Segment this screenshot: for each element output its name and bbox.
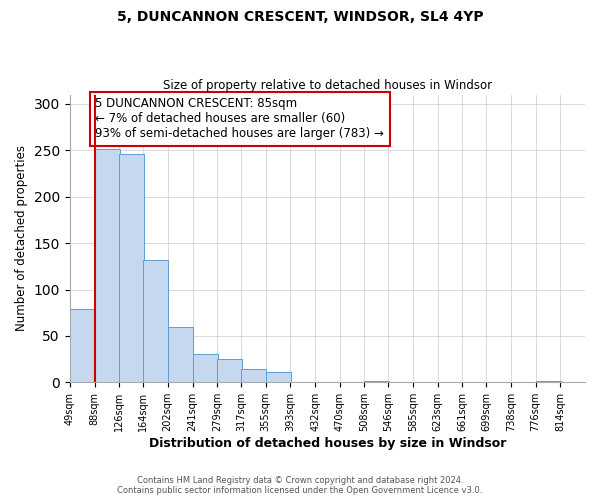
Bar — [119, 154, 144, 382]
Bar — [241, 370, 266, 382]
X-axis label: Distribution of detached houses by size in Windsor: Distribution of detached houses by size … — [149, 437, 506, 450]
Bar — [143, 260, 169, 382]
Bar — [95, 150, 119, 382]
Bar — [217, 359, 242, 382]
Bar — [266, 372, 291, 382]
Bar — [70, 309, 95, 382]
Text: Contains HM Land Registry data © Crown copyright and database right 2024.
Contai: Contains HM Land Registry data © Crown c… — [118, 476, 482, 495]
Bar — [168, 326, 193, 382]
Text: 5, DUNCANNON CRESCENT, WINDSOR, SL4 4YP: 5, DUNCANNON CRESCENT, WINDSOR, SL4 4YP — [116, 10, 484, 24]
Y-axis label: Number of detached properties: Number of detached properties — [15, 146, 28, 332]
Text: 5 DUNCANNON CRESCENT: 85sqm
← 7% of detached houses are smaller (60)
93% of semi: 5 DUNCANNON CRESCENT: 85sqm ← 7% of deta… — [95, 98, 384, 140]
Title: Size of property relative to detached houses in Windsor: Size of property relative to detached ho… — [163, 79, 492, 92]
Bar — [193, 354, 218, 382]
